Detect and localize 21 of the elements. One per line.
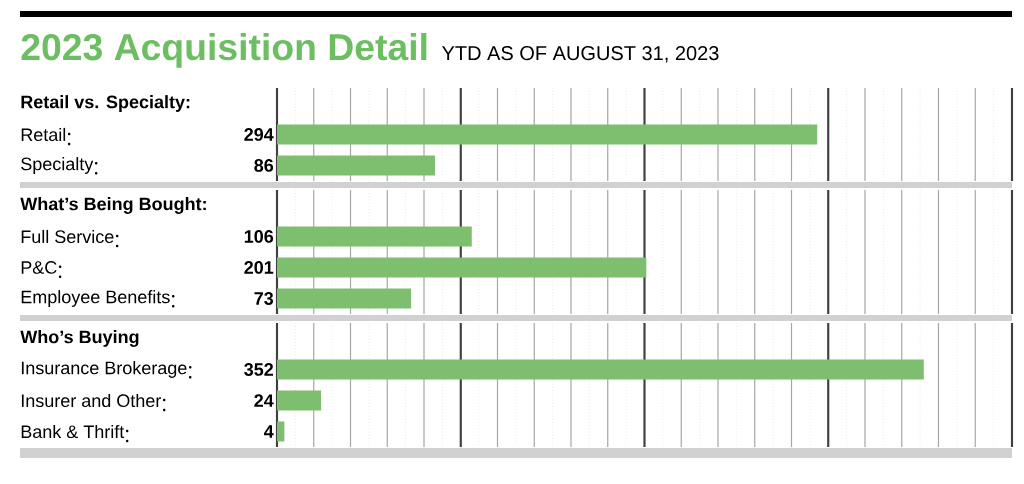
- data-label: 294: [244, 128, 274, 141]
- text: YTD AS OF AUGUST 31, 2023: [441, 46, 719, 63]
- text: Retail vs. Specialty:: [21, 95, 190, 112]
- data-label: 106: [244, 230, 274, 243]
- data-label: 24: [254, 394, 274, 407]
- data-label: 201: [244, 261, 274, 274]
- y-tick-label: Specialty: [21, 157, 94, 174]
- text: What’s Being Bought:: [20, 197, 206, 214]
- data-label: 73: [254, 292, 274, 305]
- y-tick-label: Full Service: [21, 229, 114, 244]
- y-tick-label: Insurance Brokerage: [21, 361, 187, 378]
- data-label: 352: [244, 363, 274, 376]
- data-label: 86: [254, 159, 274, 172]
- data-label: 4: [264, 425, 274, 438]
- text: Who’s Buying: [20, 330, 139, 347]
- y-tick-label: P&C: [21, 261, 57, 274]
- y-tick-label: Employee Benefits: [21, 290, 170, 307]
- y-tick-label: Insurer and Other: [21, 393, 162, 408]
- y-tick-label: Bank & Thrift: [21, 424, 125, 439]
- text: 2023 Acquisition Detail: [21, 32, 427, 68]
- y-tick-label: Retail: [21, 127, 66, 142]
